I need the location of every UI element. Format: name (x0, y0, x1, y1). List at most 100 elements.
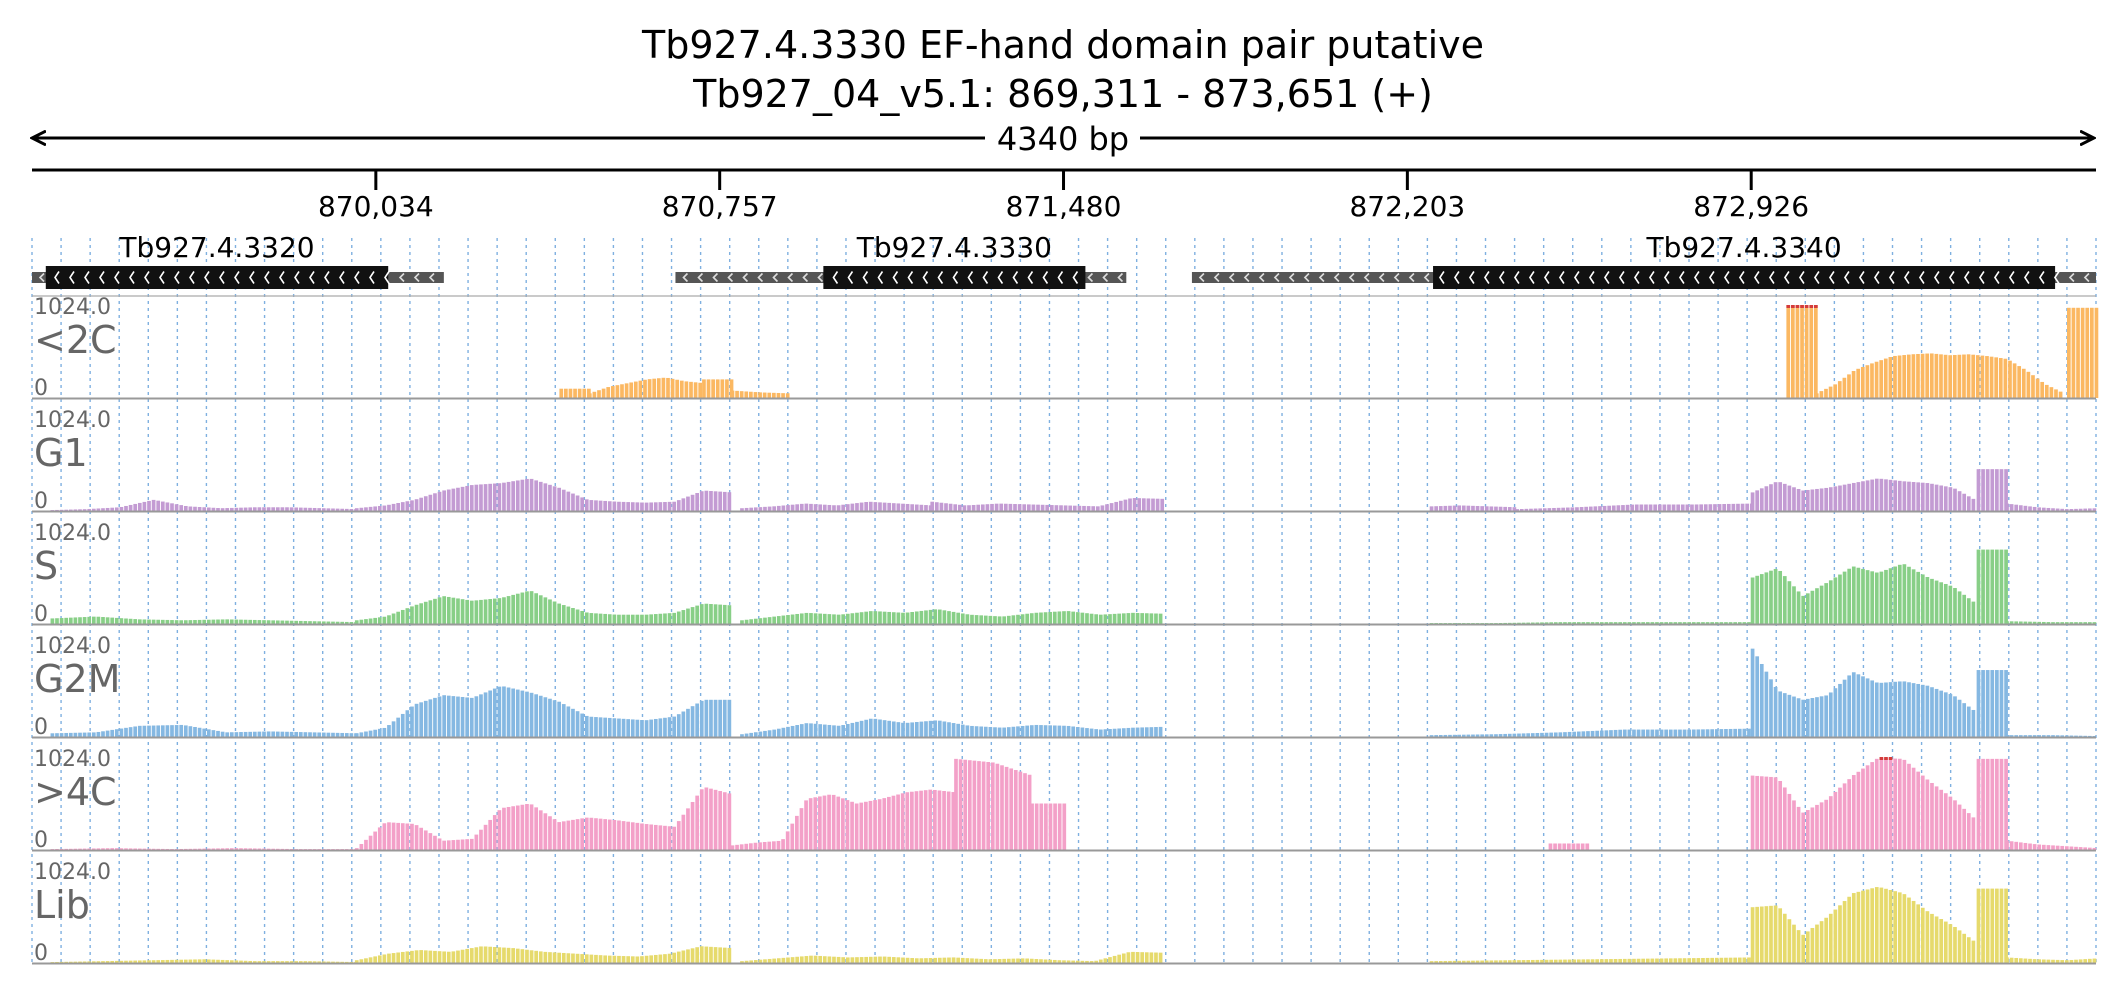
coverage-bar (864, 719, 869, 737)
coverage-bar (967, 760, 972, 850)
coverage-bar (400, 502, 405, 511)
coverage-bar (740, 961, 744, 963)
coverage-bar (1611, 505, 1616, 511)
track: 1024.0>4C0 (32, 747, 2097, 853)
coverage-bar (1691, 958, 1696, 963)
coverage-bar (887, 502, 892, 511)
coverage-bar (722, 947, 727, 963)
coverage-bar (1075, 612, 1080, 624)
coverage-bar (303, 961, 308, 963)
coverage-bar (82, 848, 87, 850)
coverage-bar (206, 848, 211, 850)
coverage-bar (993, 959, 997, 963)
coverage-bar (1851, 775, 1856, 850)
coverage-bar (298, 620, 303, 624)
strand-arrow (862, 271, 869, 284)
coverage-bar (1742, 622, 1747, 624)
coverage-bar (873, 800, 877, 850)
coverage-bar (1602, 505, 1607, 511)
coverage-bar (266, 620, 271, 624)
coverage-bar (744, 507, 749, 511)
coverage-bar (896, 957, 901, 963)
coverage-bar (589, 817, 594, 850)
strand-arrow (1348, 272, 1355, 283)
coverage-bar (864, 502, 869, 511)
coverage-bar (658, 825, 663, 850)
coverage-bar (183, 505, 188, 511)
coverage-bar (621, 501, 626, 511)
coverage-bar (1109, 503, 1114, 511)
coverage-bar (1966, 598, 1971, 624)
coverage-bar (744, 960, 749, 963)
coverage-bar (1118, 500, 1123, 511)
coverage-bar (763, 730, 767, 737)
coverage-bar (1590, 730, 1595, 737)
coverage-bar (294, 620, 299, 624)
coverage-bar (2055, 959, 2060, 963)
coverage-bar (1943, 921, 1948, 963)
coverage-bar (580, 610, 585, 624)
coverage-bar (1039, 803, 1044, 850)
coverage-bar (744, 619, 749, 624)
coverage-bar (312, 732, 317, 737)
coverage-bar (1805, 489, 1810, 511)
coverage-bar (2092, 735, 2097, 737)
coverage-bar (971, 504, 976, 511)
coverage-bar (1080, 612, 1085, 624)
coverage-bar (2004, 670, 2008, 737)
coverage-bar (442, 840, 447, 850)
coverage-bar (2032, 621, 2037, 624)
coverage-bar (1792, 696, 1796, 737)
coverage-bar (188, 620, 193, 624)
coverage-bar (1948, 694, 1953, 737)
coverage-bar (914, 504, 919, 511)
coverage-bar (855, 957, 859, 963)
coverage-bar (1071, 726, 1076, 737)
coverage-bar (96, 731, 101, 737)
coverage-bar (749, 732, 754, 737)
coverage-bar (1792, 924, 1796, 963)
coverage-bar (1043, 612, 1048, 624)
track-name: >4C (34, 770, 117, 814)
strand-arrow (1708, 271, 1715, 284)
coverage-bar (1542, 508, 1547, 511)
coverage-bar (387, 953, 391, 963)
coverage-bar (859, 720, 864, 737)
coverage-bar (2092, 958, 2097, 963)
coverage-bar (1736, 503, 1740, 511)
coverage-bar (174, 620, 179, 624)
coverage-bar (1708, 504, 1713, 511)
coverage-bar (308, 507, 312, 511)
coverage-bar (1906, 354, 1911, 398)
coverage-bar (1538, 508, 1543, 511)
coverage-bar (1034, 803, 1039, 850)
coverage-bar (211, 959, 216, 963)
coverage-bar (1870, 680, 1875, 737)
coverage-bar (442, 951, 447, 963)
coverage-bar (317, 508, 322, 511)
coverage-bar (160, 619, 165, 624)
coverage-bar (1773, 482, 1778, 511)
coverage-bar (624, 383, 629, 398)
strand-arrow (159, 271, 165, 284)
strand-arrow (697, 272, 704, 283)
coverage-bar (795, 815, 799, 850)
coverage-bar (1141, 498, 1146, 511)
coverage-bar (101, 617, 105, 624)
coverage-bar (1085, 728, 1089, 737)
coverage-bar (1861, 890, 1865, 963)
coverage-bar (1911, 900, 1916, 963)
coverage-bar (1902, 681, 1907, 737)
coverage-bar (1682, 622, 1687, 624)
coverage-bar (2064, 846, 2069, 850)
coverage-bar (1154, 613, 1158, 624)
coverage-bar (419, 827, 424, 850)
coverage-bar (681, 950, 686, 963)
coverage-bar (2018, 958, 2023, 963)
coverage-bar (1632, 729, 1636, 737)
coverage-bar (1558, 959, 1563, 963)
coverage-bar (1865, 480, 1870, 511)
coverage-bar (1094, 729, 1099, 737)
coverage-bar (1764, 906, 1769, 963)
coverage-bar (799, 503, 804, 511)
